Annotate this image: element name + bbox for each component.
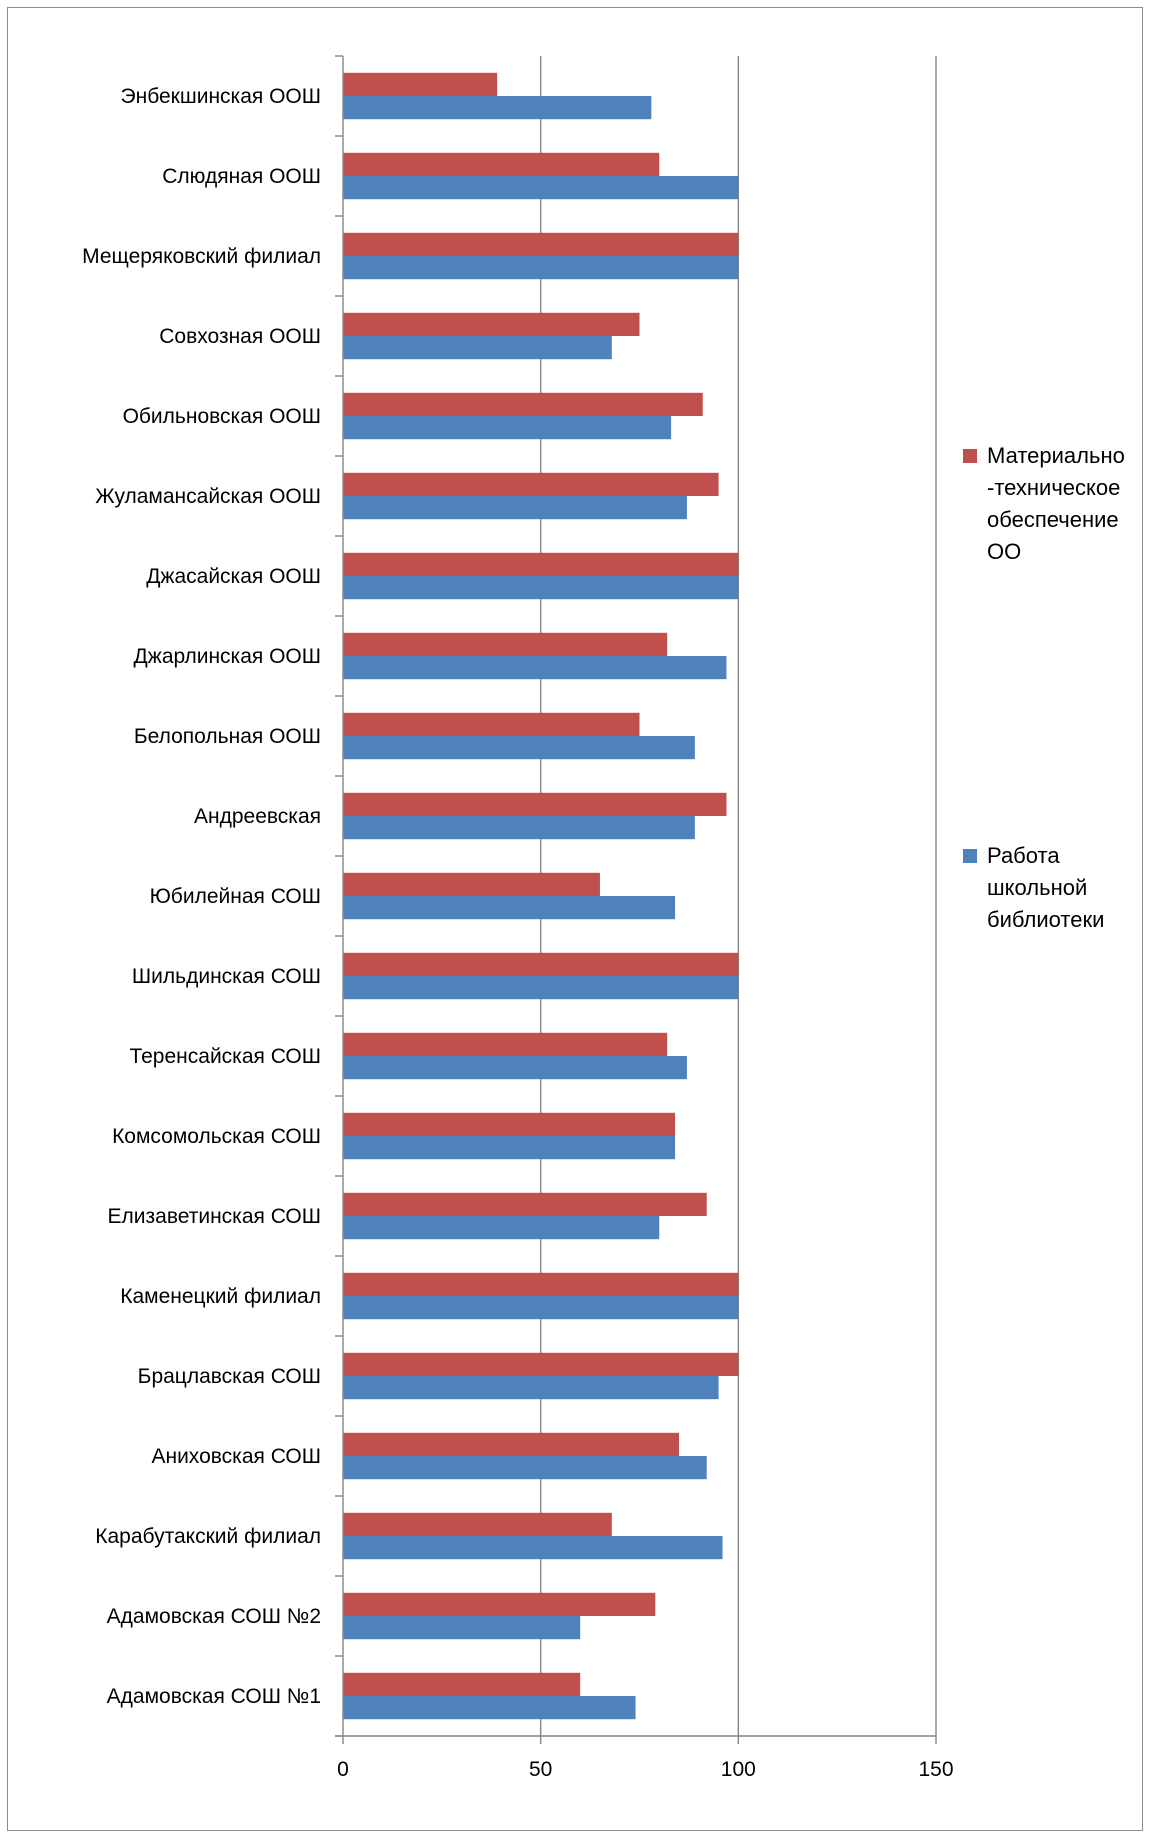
bar (343, 792, 727, 816)
legend-swatch (963, 449, 977, 463)
bar (343, 976, 739, 1000)
bar (343, 1216, 660, 1240)
bar (343, 96, 652, 120)
bar (343, 176, 739, 200)
category-label: Брацлавская СОШ (138, 1365, 321, 1388)
bar (343, 1272, 739, 1296)
bar (343, 896, 676, 920)
chart-frame: Энбекшинская ООШ Слюдяная ООШ Мещеряковски… (7, 7, 1143, 1831)
category-label: Джасайская ООШ (146, 565, 321, 588)
bar (343, 816, 695, 840)
legend: Материально -техническое обеспечение ОО Рабо… (963, 443, 1125, 932)
bar (343, 712, 640, 736)
category-label: Шильдинская СОШ (132, 965, 321, 988)
bar (343, 1536, 723, 1560)
legend-text: ОО (987, 539, 1021, 564)
category-label: Джарлинская ООШ (134, 645, 321, 668)
bar (343, 1592, 656, 1616)
legend-text: обеспечение (987, 507, 1119, 532)
bar (343, 312, 640, 336)
category-label: Адамовская СОШ №2 (107, 1605, 321, 1628)
bar (343, 552, 739, 576)
x-tick-label: 50 (529, 1758, 552, 1781)
tick-labels: 0 50 100 150 (337, 1758, 953, 1781)
x-tick-label: 100 (721, 1758, 756, 1781)
bar (343, 1616, 581, 1640)
bar (343, 1456, 707, 1480)
bar (343, 256, 739, 280)
bar (343, 1136, 676, 1160)
x-tick-label: 0 (337, 1758, 349, 1781)
category-label: Юбилейная СОШ (150, 885, 321, 908)
x-tick-label: 150 (918, 1758, 953, 1781)
category-label: Белопольная ООШ (134, 725, 321, 748)
bar (343, 1296, 739, 1320)
bar (343, 736, 695, 760)
category-label: Андреевская (194, 805, 321, 828)
category-label: Мещеряковский филиал (82, 245, 321, 268)
category-label: Теренсайская СОШ (129, 1045, 321, 1068)
bar (343, 496, 687, 520)
bar (343, 1192, 707, 1216)
legend-text: школьной (987, 875, 1087, 900)
bar (343, 1032, 668, 1056)
category-label: Комсомольская СОШ (112, 1125, 321, 1148)
category-label: Обильновская ООШ (123, 405, 321, 428)
bar (343, 872, 600, 896)
bar (343, 72, 498, 96)
bar (343, 1376, 719, 1400)
axes (335, 55, 937, 1744)
bar (343, 1432, 680, 1456)
bar (343, 416, 672, 440)
category-labels: Энбекшинская ООШ Слюдяная ООШ Мещеряковски… (82, 85, 321, 1708)
bar (343, 392, 703, 416)
category-label: Совхозная ООШ (159, 325, 321, 348)
bar (343, 952, 739, 976)
legend-text: -техническое (987, 475, 1120, 500)
category-label: Слюдяная ООШ (162, 165, 321, 188)
bar (343, 336, 612, 360)
bar (343, 576, 739, 600)
bar (343, 1672, 581, 1696)
bar (343, 152, 660, 176)
legend-text: Материально (987, 443, 1125, 468)
bar (343, 232, 739, 256)
legend-swatch (963, 849, 977, 863)
bar (343, 472, 719, 496)
category-label: Адамовская СОШ №1 (107, 1685, 321, 1708)
category-label: Жуламансайская ООШ (95, 485, 321, 508)
legend-text: Работа (987, 843, 1060, 868)
category-label: Каменецкий филиал (120, 1285, 321, 1308)
bar (343, 632, 668, 656)
legend-text: библиотеки (987, 907, 1104, 932)
bar (343, 1112, 676, 1136)
category-label: Аниховская СОШ (151, 1445, 321, 1468)
category-label: Энбекшинская ООШ (121, 85, 321, 108)
category-label: Елизаветинская СОШ (108, 1205, 321, 1228)
category-label: Карабутакский филиал (95, 1525, 321, 1548)
bar (343, 1696, 636, 1720)
bar (343, 1352, 739, 1376)
bar (343, 1056, 687, 1080)
bar (343, 656, 727, 680)
bar (343, 1512, 612, 1536)
bar-chart: Энбекшинская ООШ Слюдяная ООШ Мещеряковски… (82, 55, 1125, 1781)
bars (343, 72, 739, 1720)
